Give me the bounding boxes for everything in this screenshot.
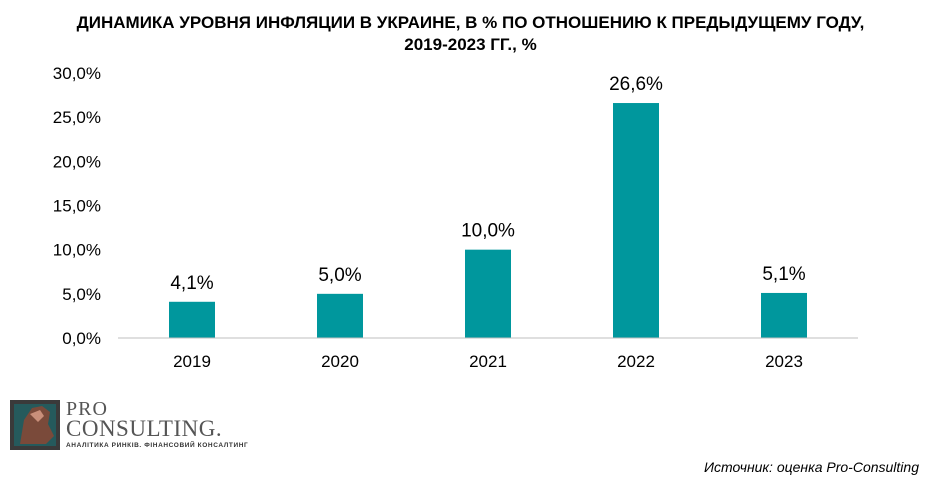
pro-consulting-logo: PRO CONSULTING. АНАЛІТИКА РИНКІВ. ФІНАНС… (8, 398, 248, 458)
source-note: Источник: оценка Pro-Consulting (704, 459, 919, 475)
x-tick-label: 2020 (321, 352, 359, 371)
chart-title-line2: 2019-2023 ГГ., % (404, 35, 537, 54)
y-tick-label: 0,0% (62, 329, 101, 348)
data-labels: 4,1% 5,0% 10,0% 26,6% 5,1% (170, 74, 805, 294)
chart-title-line1: ДИНАМИКА УРОВНЯ ИНФЛЯЦИИ В УКРАИНЕ, В % … (76, 13, 865, 32)
y-tick-label: 25,0% (53, 108, 101, 127)
y-tick-label: 5,0% (62, 285, 101, 304)
y-tick-label: 20,0% (53, 152, 101, 171)
bars (169, 103, 807, 339)
logo-pro-text: PRO (66, 398, 108, 420)
data-label: 4,1% (170, 273, 213, 294)
x-tick-label: 2021 (469, 352, 507, 371)
x-axis: 2019 2020 2021 2022 2023 (118, 337, 858, 371)
chart-title: ДИНАМИКА УРОВНЯ ИНФЛЯЦИИ В УКРАИНЕ, В % … (0, 12, 941, 56)
bar (317, 293, 363, 338)
bar (761, 292, 807, 338)
data-label: 5,1% (762, 264, 805, 285)
x-tick-label: 2019 (173, 352, 211, 371)
horse-emblem-icon (10, 400, 60, 450)
x-tick-label: 2022 (617, 352, 655, 371)
y-tick-label: 15,0% (53, 197, 101, 216)
logo-consulting-text: CONSULTING. (66, 416, 223, 441)
data-label: 26,6% (609, 74, 663, 95)
bar (465, 249, 511, 338)
bar (613, 103, 659, 339)
x-tick-label: 2023 (765, 352, 803, 371)
logo-tagline: АНАЛІТИКА РИНКІВ. ФІНАНСОВИЙ КОНСАЛТИНГ (66, 442, 249, 449)
data-label: 5,0% (318, 265, 361, 286)
y-axis: 0,0% 5,0% 10,0% 15,0% 20,0% 25,0% 30,0% (53, 64, 101, 348)
bar (169, 301, 215, 338)
y-tick-label: 30,0% (53, 64, 101, 83)
data-label: 10,0% (461, 221, 515, 242)
y-tick-label: 10,0% (53, 241, 101, 260)
